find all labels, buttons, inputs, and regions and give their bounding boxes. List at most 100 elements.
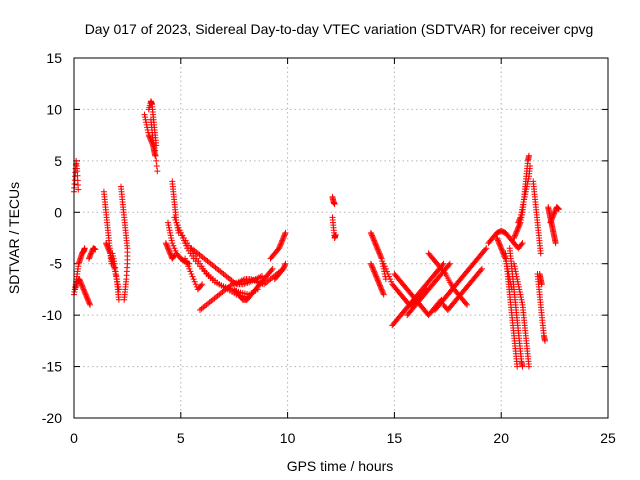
- x-axis-label: GPS time / hours: [287, 458, 394, 474]
- data-point: [370, 265, 377, 272]
- data-point: [103, 240, 110, 247]
- data-point: [165, 222, 172, 229]
- data-point: [384, 271, 391, 277]
- data-point: [514, 227, 521, 234]
- data-point: [146, 133, 153, 140]
- data-point: [154, 168, 161, 175]
- data-point: [519, 299, 526, 306]
- data-point: [498, 246, 505, 253]
- data-point: [75, 186, 82, 193]
- data-point: [525, 175, 532, 182]
- data-point: [522, 191, 529, 198]
- data-point: [152, 152, 159, 159]
- data-point: [86, 300, 93, 307]
- data-point: [277, 241, 284, 248]
- data-point: [84, 295, 91, 302]
- data-point: [495, 238, 502, 245]
- data-point: [106, 247, 113, 254]
- data-point: [548, 217, 555, 223]
- data-point: [163, 242, 170, 249]
- data-point: [555, 205, 562, 212]
- data-point: [106, 249, 113, 256]
- data-point: [519, 240, 526, 247]
- data-point: [498, 245, 505, 252]
- data-point: [112, 268, 119, 275]
- y-tick-label: 5: [54, 153, 62, 169]
- data-point: [166, 227, 173, 234]
- data-point: [81, 287, 88, 294]
- data-point: [516, 217, 523, 223]
- data-point: [375, 278, 382, 285]
- data-point: [105, 246, 112, 253]
- x-tick-labels: 0 5 10 15 20 25: [70, 430, 616, 446]
- data-point: [552, 240, 559, 247]
- data-point: [371, 268, 378, 275]
- data-point: [547, 219, 554, 226]
- data-point: [190, 276, 197, 283]
- data-point: [142, 114, 149, 121]
- data-point: [281, 231, 288, 238]
- data-point: [280, 265, 287, 272]
- x-tick-label: 5: [177, 430, 185, 446]
- data-point: [276, 245, 283, 252]
- data-point: [514, 226, 521, 232]
- data-point: [515, 219, 522, 226]
- data-point: [164, 219, 171, 226]
- data-point: [184, 260, 191, 267]
- data-point: [376, 250, 383, 257]
- data-point: [374, 245, 381, 252]
- data-point: [113, 272, 120, 279]
- data-point: [281, 262, 288, 268]
- data-point: [378, 254, 385, 261]
- data-point: [173, 219, 180, 226]
- data-point: [169, 240, 176, 247]
- data-point: [380, 291, 387, 298]
- data-point: [143, 119, 150, 126]
- data-point: [174, 222, 181, 229]
- data-point: [280, 235, 287, 241]
- data-point: [518, 209, 525, 216]
- data-point: [83, 292, 90, 299]
- data-point: [368, 262, 375, 268]
- data-point: [115, 296, 122, 303]
- data-point: [77, 280, 84, 286]
- data-point: [372, 271, 379, 277]
- data-point: [496, 240, 503, 247]
- data-point: [517, 211, 524, 218]
- y-tick-label: 10: [46, 101, 62, 117]
- data-point: [370, 235, 377, 241]
- data-point: [105, 245, 112, 252]
- data-point: [380, 260, 387, 267]
- data-point: [189, 273, 196, 280]
- data-point: [515, 223, 522, 230]
- data-point: [282, 260, 289, 267]
- data-point: [497, 242, 504, 249]
- data-point: [523, 186, 530, 193]
- data-point: [167, 229, 174, 236]
- data-point: [512, 231, 519, 238]
- data-point: [374, 246, 381, 253]
- data-point: [513, 228, 520, 235]
- data-point: [378, 285, 385, 292]
- data-point: [499, 249, 506, 256]
- data-point: [172, 217, 179, 223]
- data-point: [374, 276, 381, 283]
- data-point: [552, 208, 559, 214]
- data-point: [163, 241, 170, 248]
- data-point: [279, 237, 286, 244]
- data-point: [375, 249, 382, 256]
- data-point: [164, 244, 171, 250]
- data-point: [85, 299, 92, 306]
- data-point: [110, 255, 117, 262]
- data-point: [80, 286, 87, 293]
- data-point: [522, 188, 529, 195]
- data-point: [515, 224, 522, 231]
- data-point: [376, 281, 383, 288]
- data-point: [548, 215, 555, 222]
- data-point: [185, 263, 192, 270]
- data-point: [166, 249, 173, 256]
- data-point: [512, 232, 519, 239]
- data-point: [373, 274, 380, 281]
- data-point: [462, 300, 469, 307]
